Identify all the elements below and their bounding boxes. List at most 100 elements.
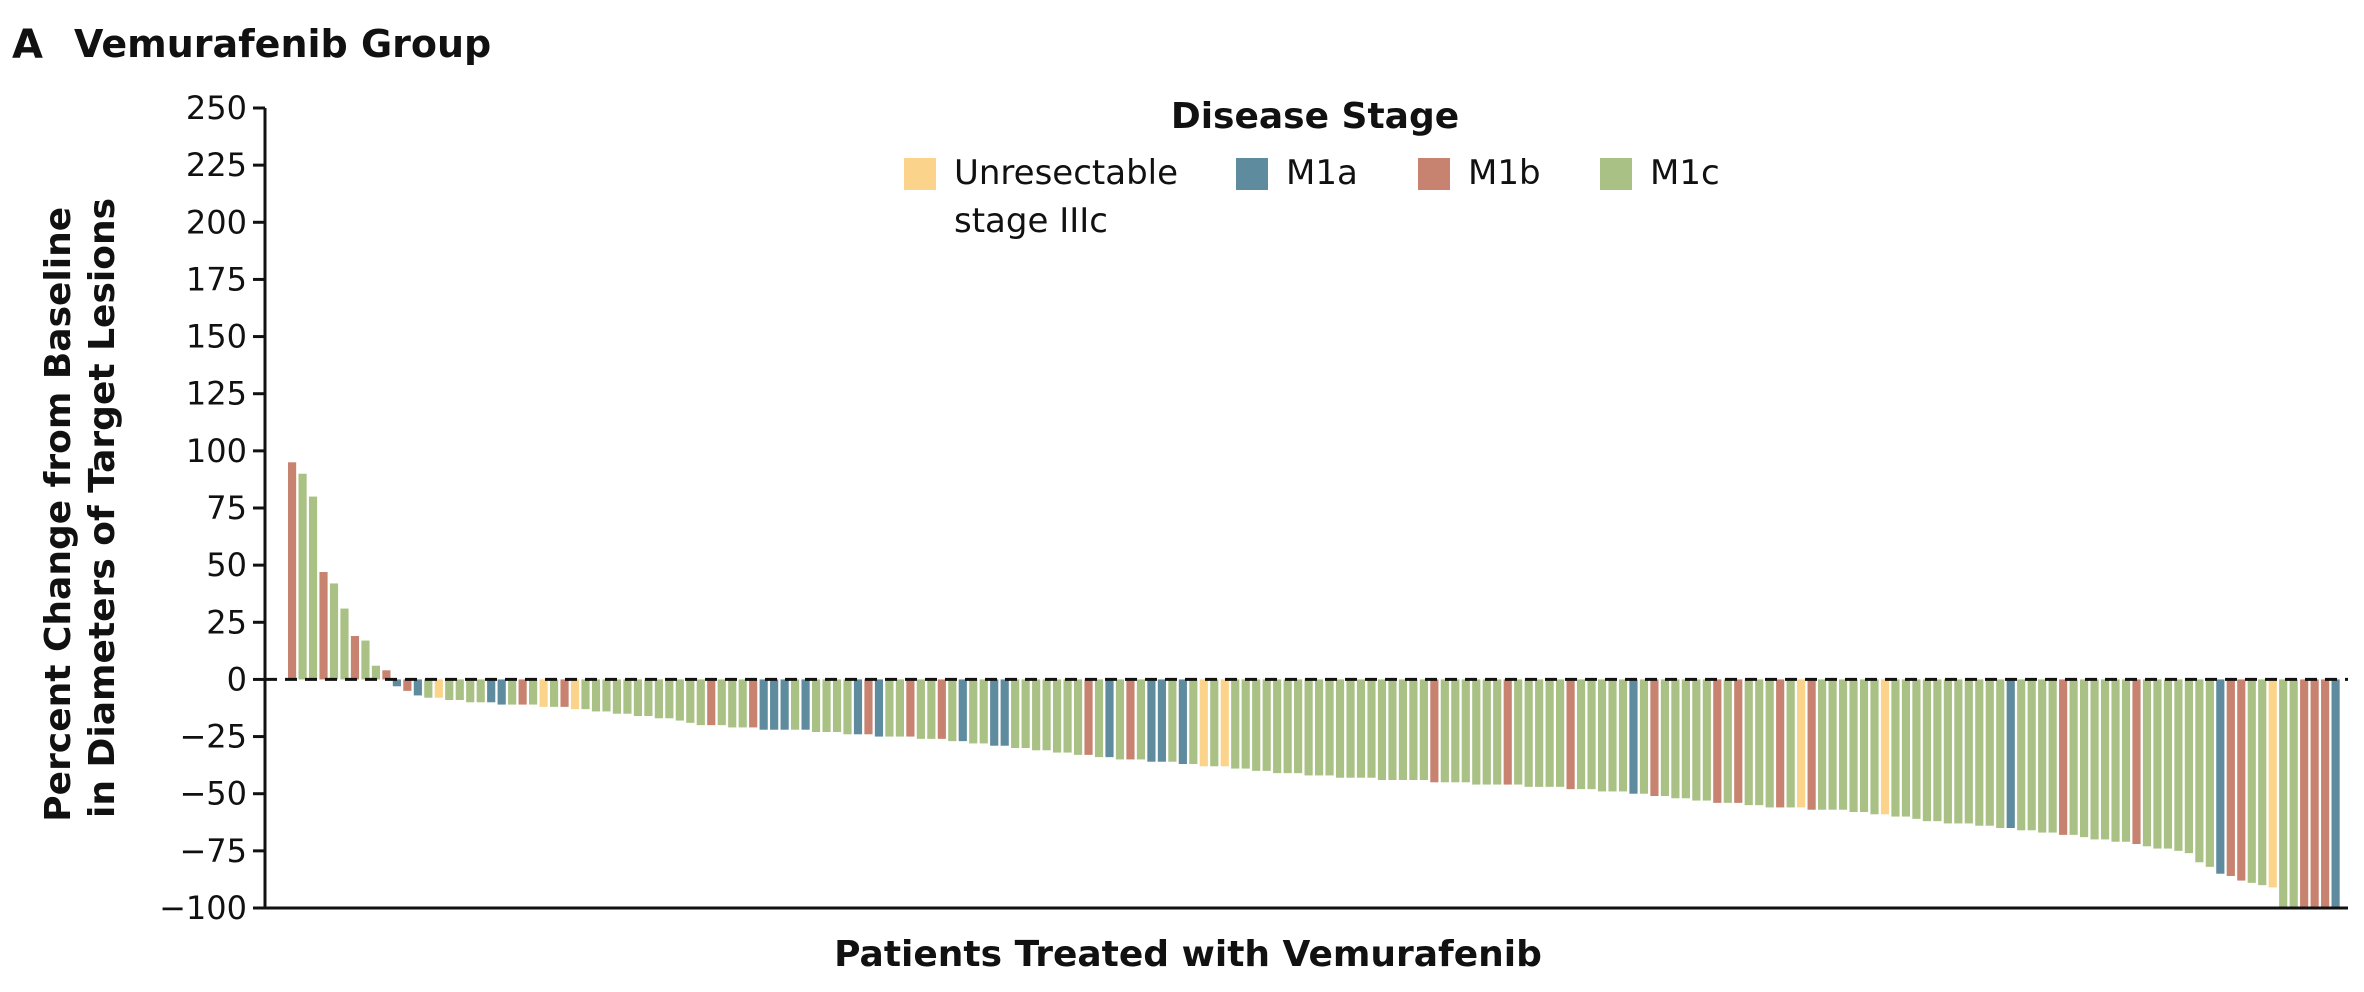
y-tick-label: 175	[186, 260, 247, 298]
bar	[1503, 679, 1512, 785]
bar	[1556, 679, 1565, 787]
bar	[1168, 679, 1177, 762]
bar	[1084, 679, 1093, 755]
legend-title: Disease Stage	[1171, 96, 1459, 137]
bar	[1377, 679, 1387, 780]
bar	[801, 679, 810, 730]
bar	[791, 679, 800, 730]
bar	[392, 679, 401, 687]
bar	[2048, 679, 2057, 833]
bar	[665, 679, 674, 719]
bar	[853, 679, 863, 735]
bar	[1776, 679, 1785, 808]
bar	[350, 636, 360, 680]
legend: Disease Stage Unresectable stage IIIc M1…	[904, 96, 1720, 241]
bar	[1587, 679, 1596, 790]
legend-label-m1c: M1c	[1650, 153, 1720, 193]
bar	[1608, 679, 1617, 792]
y-tick-label: −100	[159, 889, 247, 927]
bar	[1671, 679, 1680, 799]
bar	[1346, 679, 1355, 778]
bar	[1765, 679, 1774, 808]
bar	[329, 583, 339, 680]
bar	[1786, 679, 1795, 808]
bar	[508, 679, 517, 705]
bar	[780, 679, 789, 730]
bar	[1273, 679, 1282, 774]
bar	[1524, 679, 1533, 787]
bar	[1451, 679, 1460, 783]
bar	[1042, 679, 1051, 751]
bar	[340, 608, 349, 680]
legend-swatch-iiic	[904, 158, 936, 190]
bar	[319, 572, 328, 680]
bar	[2258, 679, 2267, 886]
bar	[654, 679, 663, 719]
bar	[2080, 679, 2089, 838]
bar	[728, 679, 737, 728]
y-axis-label: Percent Change from Baseline in Diameter…	[38, 194, 123, 821]
bar	[958, 679, 967, 742]
bar	[591, 679, 601, 712]
bar	[581, 679, 590, 710]
x-axis-label: Patients Treated with Vemurafenib	[834, 934, 1542, 975]
y-axis-ticks: 2502252001751501251007550250−25−50−75−10…	[159, 89, 265, 927]
bar	[539, 679, 548, 707]
bar	[1294, 679, 1303, 774]
bar	[1954, 679, 1963, 824]
bar	[2006, 679, 2015, 828]
bar	[2268, 679, 2277, 888]
bar	[1723, 679, 1732, 803]
bar	[1440, 679, 1449, 783]
y-tick-label: 200	[186, 203, 247, 241]
y-tick-label: 0	[227, 660, 247, 698]
bar	[1681, 679, 1690, 799]
bar	[2195, 679, 2204, 863]
bar	[843, 679, 852, 735]
bar	[476, 679, 485, 703]
bar	[1094, 679, 1104, 758]
bar	[1933, 679, 1942, 822]
bar	[2247, 679, 2256, 883]
bar	[1755, 679, 1764, 806]
bar	[759, 679, 768, 730]
bar	[2100, 679, 2110, 840]
bar	[1702, 679, 1711, 801]
bar	[1073, 679, 1083, 755]
bar	[1713, 679, 1722, 803]
bar	[990, 679, 999, 746]
bar	[1639, 679, 1649, 794]
bar	[1660, 679, 1669, 796]
bar	[466, 679, 475, 703]
bar	[371, 665, 381, 680]
bar	[2237, 679, 2246, 881]
bar	[2205, 679, 2214, 867]
bar	[2331, 679, 2340, 908]
panel-label: A	[12, 22, 43, 68]
bar	[1178, 679, 1187, 764]
bar	[1597, 679, 1607, 792]
bar	[1964, 679, 1973, 824]
y-tick-label: 225	[186, 146, 247, 184]
bar	[1901, 679, 1911, 817]
bar	[298, 473, 307, 680]
bar	[1922, 679, 1931, 822]
bar	[1535, 679, 1544, 787]
bar	[979, 679, 988, 744]
bar	[2300, 679, 2309, 908]
bar	[1388, 679, 1397, 780]
bar	[644, 679, 653, 716]
bar	[1566, 679, 1575, 790]
bar	[1430, 679, 1439, 783]
bar	[2059, 679, 2068, 835]
bar	[1011, 679, 1020, 748]
bar	[1262, 679, 1271, 771]
bar	[1021, 679, 1030, 748]
bar	[1838, 679, 1848, 810]
bar	[2163, 679, 2173, 849]
y-tick-label: 150	[186, 318, 247, 356]
bar	[1734, 679, 1743, 803]
y-tick-label: −75	[179, 832, 247, 870]
bar	[1943, 679, 1952, 824]
